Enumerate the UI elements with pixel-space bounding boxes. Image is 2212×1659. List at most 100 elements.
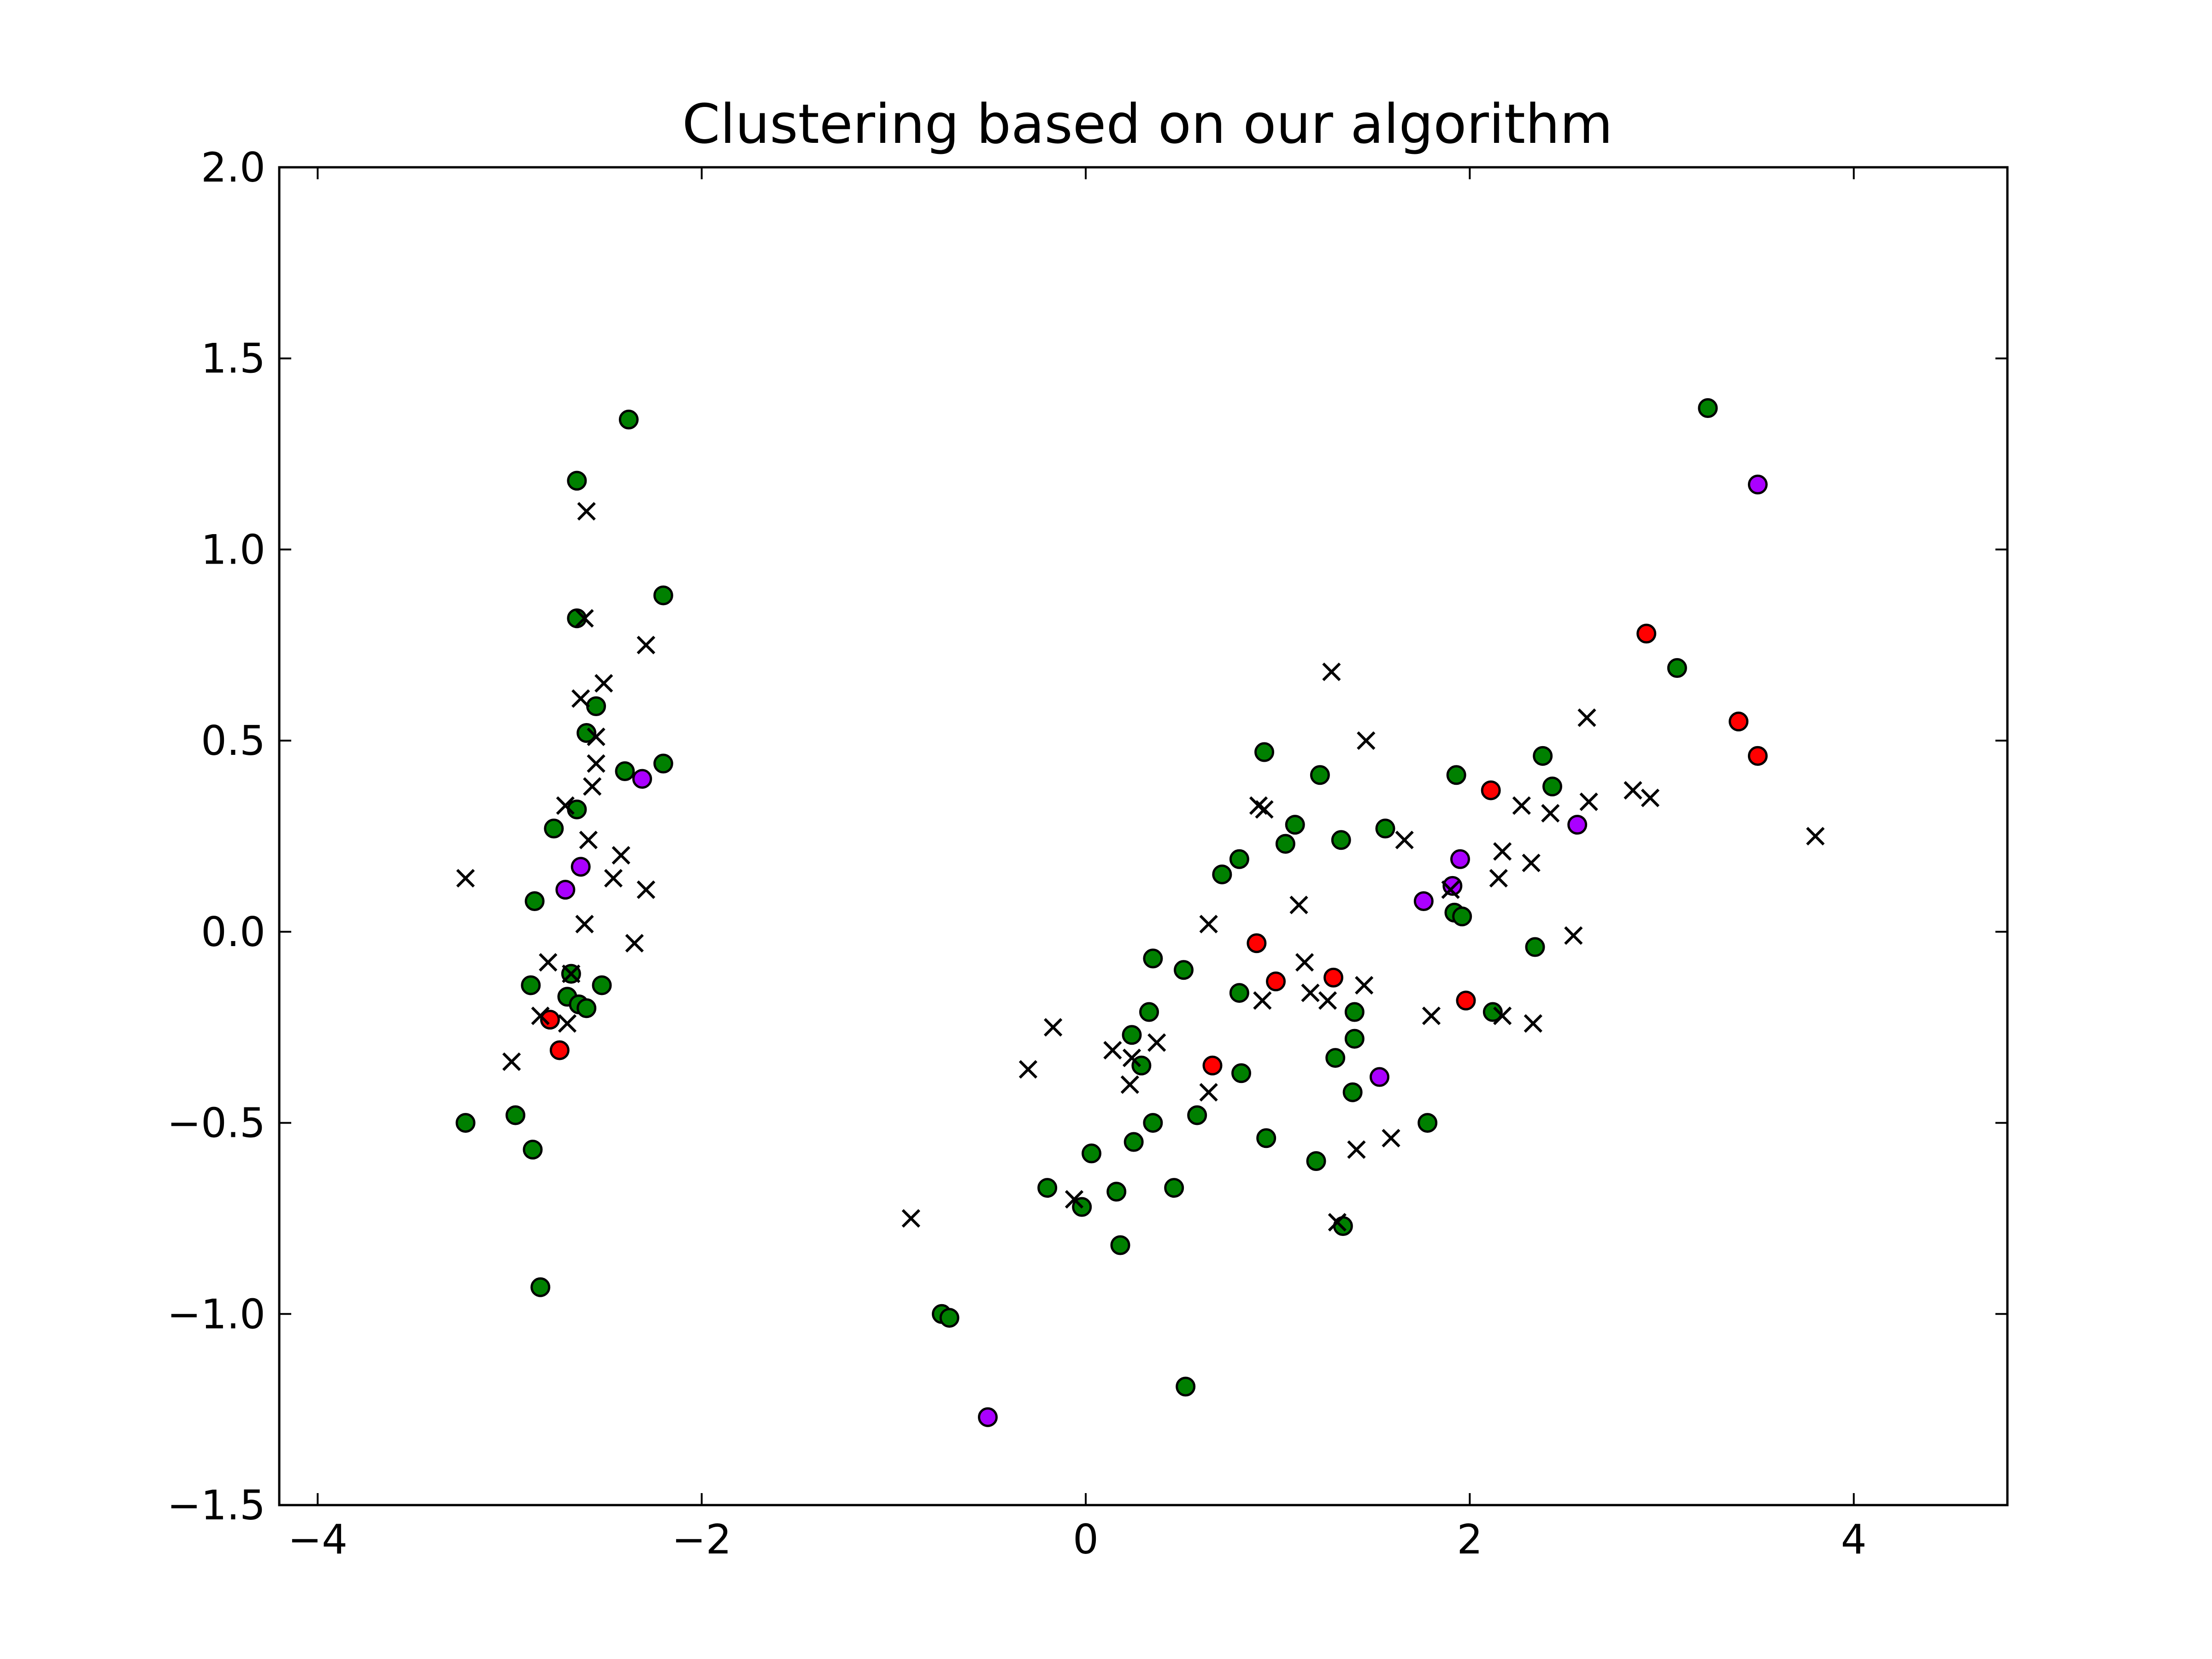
circle-point [592,975,612,995]
circle-point [1446,765,1466,785]
cross-point [1347,1140,1366,1159]
plot-frame [278,166,2009,1506]
circle-point [1306,1151,1326,1171]
y-tick-label: −1.5 [167,1482,265,1529]
cross-point [1493,1006,1512,1025]
circle-point [1456,990,1476,1011]
cross-point [1422,1006,1441,1025]
circle-point [1202,1055,1223,1076]
circle-point [1483,1002,1503,1022]
circle-point [521,975,541,995]
circle-point [1344,1002,1365,1022]
y-tick-label: 2.0 [201,144,265,191]
cross-point [604,869,623,888]
cross-point [1122,1048,1141,1067]
cross-point [456,869,475,888]
cross-point [1328,1213,1347,1232]
circle-point [1636,624,1657,644]
x-tick-label: 4 [1841,1516,1867,1563]
circle-point [506,1105,525,1125]
cross-point [579,830,598,849]
cross-point [1295,953,1314,972]
circle-point [1370,1067,1389,1087]
circle-point [1124,1132,1144,1152]
circle-point [1331,830,1351,850]
x-tick-label: 0 [1073,1516,1099,1563]
x-tick-label: 2 [1457,1516,1483,1563]
cross-point [1624,781,1642,800]
circle-point [571,857,591,877]
circle-point [544,818,564,839]
circle-point [577,723,597,743]
circle-point [1110,1235,1130,1255]
series-0 [455,398,1718,1397]
cross-point [1641,788,1660,807]
circle-point [567,471,587,491]
cross-point [1255,800,1274,819]
circle-point [1229,983,1249,1003]
circle-point [1082,1143,1101,1164]
circle-point [978,1407,998,1427]
circle-point [1106,1182,1127,1202]
x-tick-label: −4 [288,1516,347,1563]
cross-point [1044,1018,1063,1037]
circle-point [1747,746,1768,766]
circle-point [1256,1128,1277,1148]
circle-point [1266,971,1286,992]
cross-point [587,754,606,773]
cross-point [1522,853,1541,872]
circle-point [1285,815,1305,835]
cross-point [1253,991,1272,1010]
circle-point [1164,1178,1184,1198]
cross-point [1493,842,1512,861]
circle-point [1254,742,1274,762]
cross-point [1289,895,1308,914]
circle-point [1481,780,1501,800]
circle-point [1525,937,1545,957]
circle-point [1542,777,1562,797]
circle-point [618,409,639,429]
circle-point [1131,1055,1152,1076]
cross-point [1512,796,1531,815]
circle-point [1413,891,1434,912]
circle-point [1229,849,1249,869]
cross-point [1147,1033,1166,1052]
cross-point [1065,1190,1084,1209]
circle-point [1325,1048,1346,1068]
circle-point [1375,818,1395,839]
circle-point [1037,1178,1058,1198]
circle-point [653,753,673,774]
cross-point [636,635,655,654]
circle-point [1324,967,1343,988]
circle-point [1247,933,1267,953]
plot-marks [455,398,1825,1427]
y-tick-label: −0.5 [167,1100,265,1147]
circle-point [653,585,673,606]
circle-point [1567,815,1588,835]
cross-point [1577,708,1596,727]
cross-point [1441,880,1460,899]
circle-point [1729,712,1749,732]
series-3 [456,502,1825,1232]
chart-title: Clustering based on our algorithm [682,92,1612,156]
cross-point [1524,1014,1542,1033]
circle-point [632,769,652,789]
circle-point [1176,1377,1196,1397]
cross-point [1541,804,1560,823]
circle-point [1212,864,1232,884]
circle-point [1698,398,1718,418]
cross-point [1103,1041,1122,1060]
cross-point [1322,662,1341,681]
circle-point [939,1308,959,1328]
cross-point [1199,915,1218,934]
cross-point [577,502,596,521]
cross-point [1579,792,1598,811]
circle-point [549,1040,570,1060]
y-tick-label: 1.5 [201,335,265,382]
circle-point [586,696,606,716]
circle-point [1450,849,1470,869]
circle-point [1667,658,1687,678]
cross-point [1318,991,1337,1010]
